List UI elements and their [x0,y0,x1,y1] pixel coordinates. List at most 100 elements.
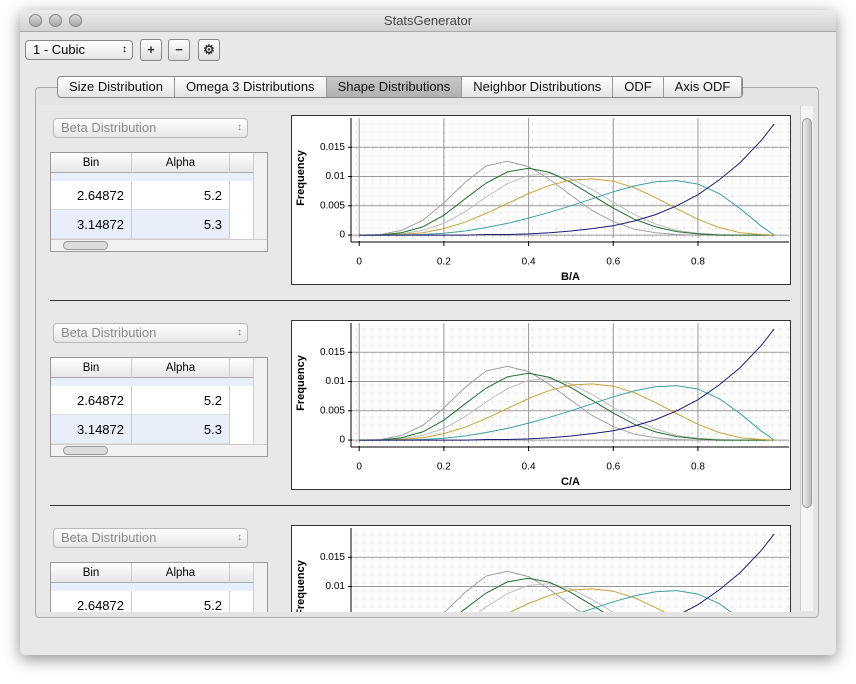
table-header [51,153,267,173]
tab[interactable]: Size Distribution [58,77,175,97]
x-tick-label: 0.4 [522,257,536,268]
remove-button[interactable]: − [168,39,190,61]
chart-frame: 0 0.005 0.01 0.015 0 0.2 0.4 0.6 0.8 Frequency C/A [291,320,791,490]
series-line [359,383,775,441]
x-tick-label: 0.6 [606,462,620,473]
y-axis-label: Frequency [295,559,307,612]
y-tick-label: 0.005 [320,200,345,211]
distribution-panel: Beta Distribution BinAlpha2.648725.23.148… [38,313,800,518]
table-spacer [51,583,267,591]
separator [50,300,790,301]
settings-button[interactable]: ⚙ [198,39,220,61]
scroll-thumb[interactable] [802,118,812,508]
x-tick-label: 0 [356,257,362,268]
x-tick-label: 0.8 [691,462,705,473]
tab-bar: Size Distribution Omega 3 Distributions Sh… [57,76,744,98]
y-tick-label: 0.015 [320,142,345,153]
tab[interactable]: Axis ODF [664,77,743,97]
x-axis-label: B/A [561,271,580,283]
table-cell[interactable]: 5.3 [132,415,230,444]
column-header: Alpha [132,563,230,583]
series-line [359,372,775,441]
y-tick-label: 0.01 [326,376,346,387]
chart-frame: 0.01 0.015 Frequency [291,525,791,612]
v-scrollbar[interactable] [253,153,267,239]
y-tick-label: 0.015 [320,552,345,563]
v-scrollbar[interactable] [253,563,267,612]
x-tick-label: 0.8 [691,257,705,268]
close-button[interactable] [29,14,42,27]
column-header: Alpha [132,153,230,173]
y-tick-label: 0 [339,435,345,446]
column-header: Bin [51,563,132,583]
table-cell[interactable]: 5.2 [132,386,230,415]
x-tick-label: 0 [356,462,362,473]
v-scrollbar[interactable] [800,106,813,611]
series-line [460,577,605,612]
scroll-thumb[interactable] [63,446,108,455]
x-tick-label: 0.6 [606,257,620,268]
column-header: Bin [51,358,132,378]
series-line [509,588,666,612]
zoom-button[interactable] [69,14,82,27]
y-axis-label: Frequency [295,149,307,206]
x-axis-label: C/A [561,476,580,488]
bin-table: Bin Alpha 2.64872 5.2 3.14872 5.3 [50,152,268,252]
plot-area [352,323,789,443]
series-line [359,180,775,236]
table-cell[interactable]: 5.2 [132,181,230,210]
table-cell[interactable]: 3.14872 [51,210,132,239]
y-tick-label: 0.01 [326,171,346,182]
window-title: StatsGenerator [383,13,473,28]
table-cell[interactable]: 2.64872 [51,591,132,612]
distribution-select[interactable]: Beta Distribution [53,528,248,548]
x-tick-label: 0.4 [522,462,536,473]
separator [50,505,790,506]
y-tick-label: 0.01 [326,581,346,592]
tab[interactable]: Shape Distributions [326,77,463,97]
window: StatsGenerator 1 - Cubic + − ⚙ Size Dist… [20,10,836,655]
table-cell[interactable]: 2.64872 [51,181,132,210]
tab[interactable]: Neighbor Distributions [462,77,614,97]
distribution-select[interactable]: Beta Distribution [53,323,248,343]
series-line [359,385,775,441]
minimize-button[interactable] [49,14,62,27]
chart: 0 0.005 0.01 0.015 0 0.2 0.4 0.6 0.8 Frequency C/A [295,323,789,488]
chart: 0 0.005 0.01 0.015 0 0.2 0.4 0.6 0.8 Frequency B/A [295,118,789,283]
distribution-panel: Beta Distribution BinAlpha2.648725.23.148… [38,108,800,313]
tab[interactable]: Omega 3 Distributions [175,77,327,97]
y-axis-label: Frequency [295,354,307,411]
series-line [444,570,582,612]
tab[interactable]: ODF [613,77,664,97]
v-scrollbar[interactable] [253,358,267,444]
x-tick-label: 0.2 [437,257,451,268]
phase-select[interactable]: 1 - Cubic [25,40,133,60]
bin-table: Bin Alpha 2.64872 5.2 3.14872 5.3 [50,357,268,457]
table-header [51,358,267,378]
x-tick-label: 0.2 [437,462,451,473]
add-button[interactable]: + [140,39,162,61]
series-line [359,123,775,236]
scroll-area: Beta DistributionBinAlpha2.648725.23.148… [38,105,800,612]
table-cell[interactable]: 5.3 [132,210,230,239]
chart: 0.01 0.015 Frequency [295,528,789,612]
column-header: Alpha [132,358,230,378]
table-cell[interactable]: 2.64872 [51,386,132,415]
series-line [359,173,775,236]
series-line [580,590,732,612]
plot-area [352,528,789,612]
title-bar: StatsGenerator [20,10,836,32]
bin-table: Bin Alpha 2.64872 5.2 [50,562,268,612]
series-line [478,583,614,612]
table-spacer [51,378,267,386]
plot-area [352,118,789,238]
series-line [359,378,775,441]
scroll-thumb[interactable] [63,241,108,250]
table-cell[interactable]: 3.14872 [51,415,132,444]
table-cell[interactable]: 5.2 [132,591,230,612]
distribution-panel: Beta DistributionBinAlpha2.648725.20.010… [38,518,800,612]
chart-frame: 0 0.005 0.01 0.015 0 0.2 0.4 0.6 0.8 Frequency B/A [291,115,791,285]
y-tick-label: 0 [339,230,345,241]
distribution-select[interactable]: Beta Distribution [53,118,248,138]
